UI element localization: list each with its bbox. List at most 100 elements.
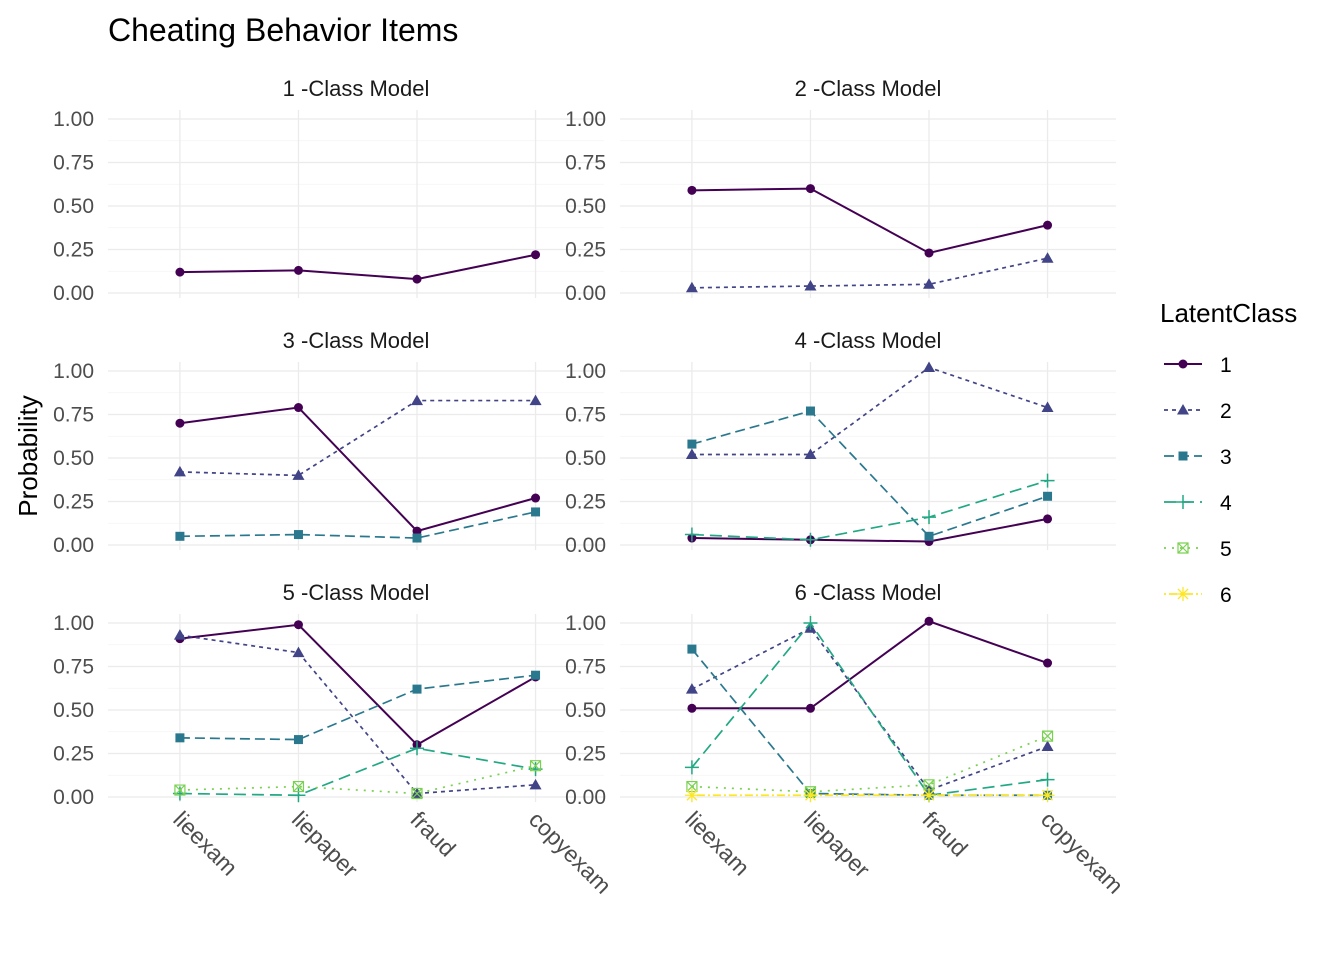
- data-point: [531, 250, 541, 260]
- facet-panels: 1 -Class Model 0.00 0.25 0.50 0.75 1.00 2 -Cla…: [53, 76, 1128, 899]
- x-tick-label: lieexam: [680, 806, 754, 880]
- series-line: [179, 399, 536, 477]
- data-point: [531, 493, 541, 503]
- y-tick-label: 0.50: [565, 447, 606, 470]
- series-class-6: [684, 788, 1055, 803]
- y-tick-label: 0.00: [53, 534, 94, 557]
- legend-label: 4: [1220, 492, 1232, 515]
- data-point: [1041, 252, 1054, 263]
- data-point: [175, 418, 185, 428]
- data-point: [1043, 658, 1053, 668]
- data-point: [803, 788, 818, 803]
- series-line: [691, 621, 1048, 797]
- data-point: [292, 780, 305, 793]
- data-point: [685, 281, 698, 293]
- y-tick-label: 0.25: [53, 743, 94, 766]
- y-tick-label: 0.25: [53, 239, 94, 262]
- data-point: [411, 787, 423, 800]
- data-point: [411, 394, 424, 406]
- legend-marker: [1176, 495, 1190, 509]
- facet-panel: 5 -Class Model 0.00 0.25 0.50 0.75 1.00 lieexa…: [53, 580, 616, 899]
- y-tick-label: 1.00: [53, 108, 94, 131]
- y-tick-label: 0.50: [53, 447, 94, 470]
- data-point: [923, 361, 936, 373]
- data-point: [1043, 514, 1053, 524]
- data-point: [1043, 220, 1053, 230]
- x-tick-label: copyexam: [1036, 806, 1129, 899]
- data-point: [684, 788, 699, 803]
- series-class-1: [687, 184, 1053, 258]
- data-point: [291, 788, 306, 803]
- y-tick-label: 0.00: [565, 282, 606, 305]
- y-tick-label: 0.50: [565, 195, 606, 218]
- y-tick-label: 0.50: [53, 195, 94, 218]
- data-point: [684, 760, 699, 775]
- series-class-1: [175, 620, 541, 750]
- series-line: [691, 257, 1048, 289]
- y-tick-label: 0.00: [53, 282, 94, 305]
- y-tick-label: 0.75: [565, 656, 606, 679]
- data-point: [412, 274, 422, 284]
- data-point: [686, 780, 698, 793]
- data-point: [292, 469, 305, 480]
- y-tick-label: 0.25: [53, 491, 94, 514]
- legend-entry-5: 5: [1164, 538, 1232, 561]
- x-tick-label: fraud: [405, 806, 460, 861]
- y-axis-label: Probability: [13, 395, 43, 516]
- legend-label: 1: [1220, 354, 1232, 377]
- series-line: [179, 674, 536, 741]
- legend-entry-1: 1: [1164, 354, 1232, 377]
- data-point: [803, 616, 818, 630]
- legend-entry-6: 6: [1164, 584, 1232, 607]
- data-point: [1041, 730, 1054, 742]
- legend-entry-4: 4: [1164, 492, 1232, 515]
- data-point: [292, 646, 305, 658]
- series-class-4: [684, 473, 1055, 547]
- data-point: [804, 448, 817, 460]
- facet-title: 2 -Class Model: [795, 76, 942, 101]
- data-point: [924, 531, 934, 541]
- data-point: [805, 703, 815, 713]
- series-line: [691, 187, 1048, 255]
- y-tick-label: 0.75: [53, 152, 94, 175]
- data-point: [174, 784, 186, 796]
- facet-title: 1 -Class Model: [283, 76, 430, 101]
- series-class-2: [173, 394, 542, 480]
- y-tick-label: 1.00: [53, 612, 94, 635]
- data-point: [687, 185, 697, 195]
- series-line: [691, 479, 1048, 541]
- data-point: [923, 278, 936, 289]
- data-point: [529, 778, 542, 790]
- data-point: [805, 406, 815, 416]
- data-point: [1040, 473, 1055, 488]
- data-point: [293, 735, 303, 745]
- series-class-4: [684, 616, 1055, 803]
- data-point: [803, 532, 818, 547]
- data-point: [922, 788, 937, 803]
- facet-title: 3 -Class Model: [283, 328, 430, 353]
- series-class-3: [175, 507, 541, 543]
- data-point: [412, 526, 422, 536]
- series-class-1: [175, 403, 541, 536]
- series-line: [691, 366, 1048, 456]
- y-tick-label: 1.00: [53, 360, 94, 383]
- y-tick-label: 1.00: [565, 612, 606, 635]
- data-point: [412, 533, 422, 543]
- data-point: [687, 703, 697, 713]
- x-tick-label: fraud: [917, 806, 972, 861]
- facet-panel: 1 -Class Model 0.00 0.25 0.50 0.75 1.00: [53, 76, 604, 305]
- series-line: [179, 511, 536, 539]
- y-tick-label: 0.50: [53, 699, 94, 722]
- y-tick-label: 0.00: [565, 534, 606, 557]
- y-tick-label: 0.25: [565, 491, 606, 514]
- legend-marker: [1176, 587, 1190, 601]
- data-point: [1043, 491, 1053, 501]
- y-tick-label: 0.00: [565, 786, 606, 809]
- facet-title: 4 -Class Model: [795, 328, 942, 353]
- legend: LatentClass 1 2 3 4 5 6: [1160, 298, 1297, 607]
- data-point: [685, 683, 698, 694]
- y-tick-label: 0.75: [53, 656, 94, 679]
- data-point: [293, 265, 303, 275]
- legend-label: 5: [1220, 538, 1232, 561]
